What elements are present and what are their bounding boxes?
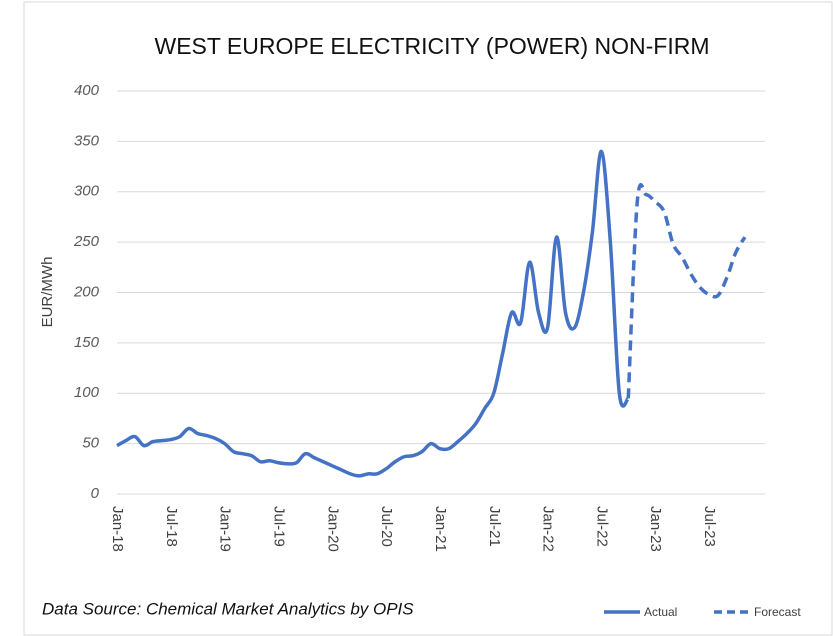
series-line xyxy=(626,183,747,399)
y-tick-label: 400 xyxy=(74,82,100,99)
x-tick-label: Jan-21 xyxy=(432,506,449,552)
y-axis-label: EUR/MWh xyxy=(39,257,56,328)
annotation: Data Source: Chemical Market Analytics b… xyxy=(42,599,414,618)
y-tick-label: 300 xyxy=(74,183,100,200)
x-tick-label: Jul-22 xyxy=(593,506,610,547)
y-tick-label: 100 xyxy=(74,384,100,401)
y-tick-label: 50 xyxy=(82,435,99,452)
x-tick-label: Jan-22 xyxy=(540,506,557,552)
y-tick-label: 250 xyxy=(73,233,100,250)
x-tick-label: Jan-18 xyxy=(109,506,126,552)
x-tick-label: Jan-19 xyxy=(217,506,234,552)
x-tick-label: Jan-20 xyxy=(324,506,341,552)
chart-title: WEST EUROPE ELECTRICITY (POWER) NON-FIRM xyxy=(154,33,710,59)
y-tick-label: 0 xyxy=(91,485,100,502)
x-tick-label: Jul-21 xyxy=(486,506,503,547)
x-tick-label: Jul-23 xyxy=(701,506,718,547)
chart-border xyxy=(23,1,833,636)
x-tick-label: Jul-19 xyxy=(270,506,287,547)
x-tick-label: Jan-23 xyxy=(647,506,664,552)
y-tick-label: 200 xyxy=(73,283,100,300)
legend-label: Forecast xyxy=(754,605,801,619)
series-line xyxy=(116,149,631,478)
y-tick-label: 150 xyxy=(74,334,100,351)
legend-label: Actual xyxy=(644,605,677,619)
x-tick-label: Jul-18 xyxy=(163,506,180,547)
y-tick-label: 350 xyxy=(74,132,100,149)
x-tick-label: Jul-20 xyxy=(378,506,395,547)
